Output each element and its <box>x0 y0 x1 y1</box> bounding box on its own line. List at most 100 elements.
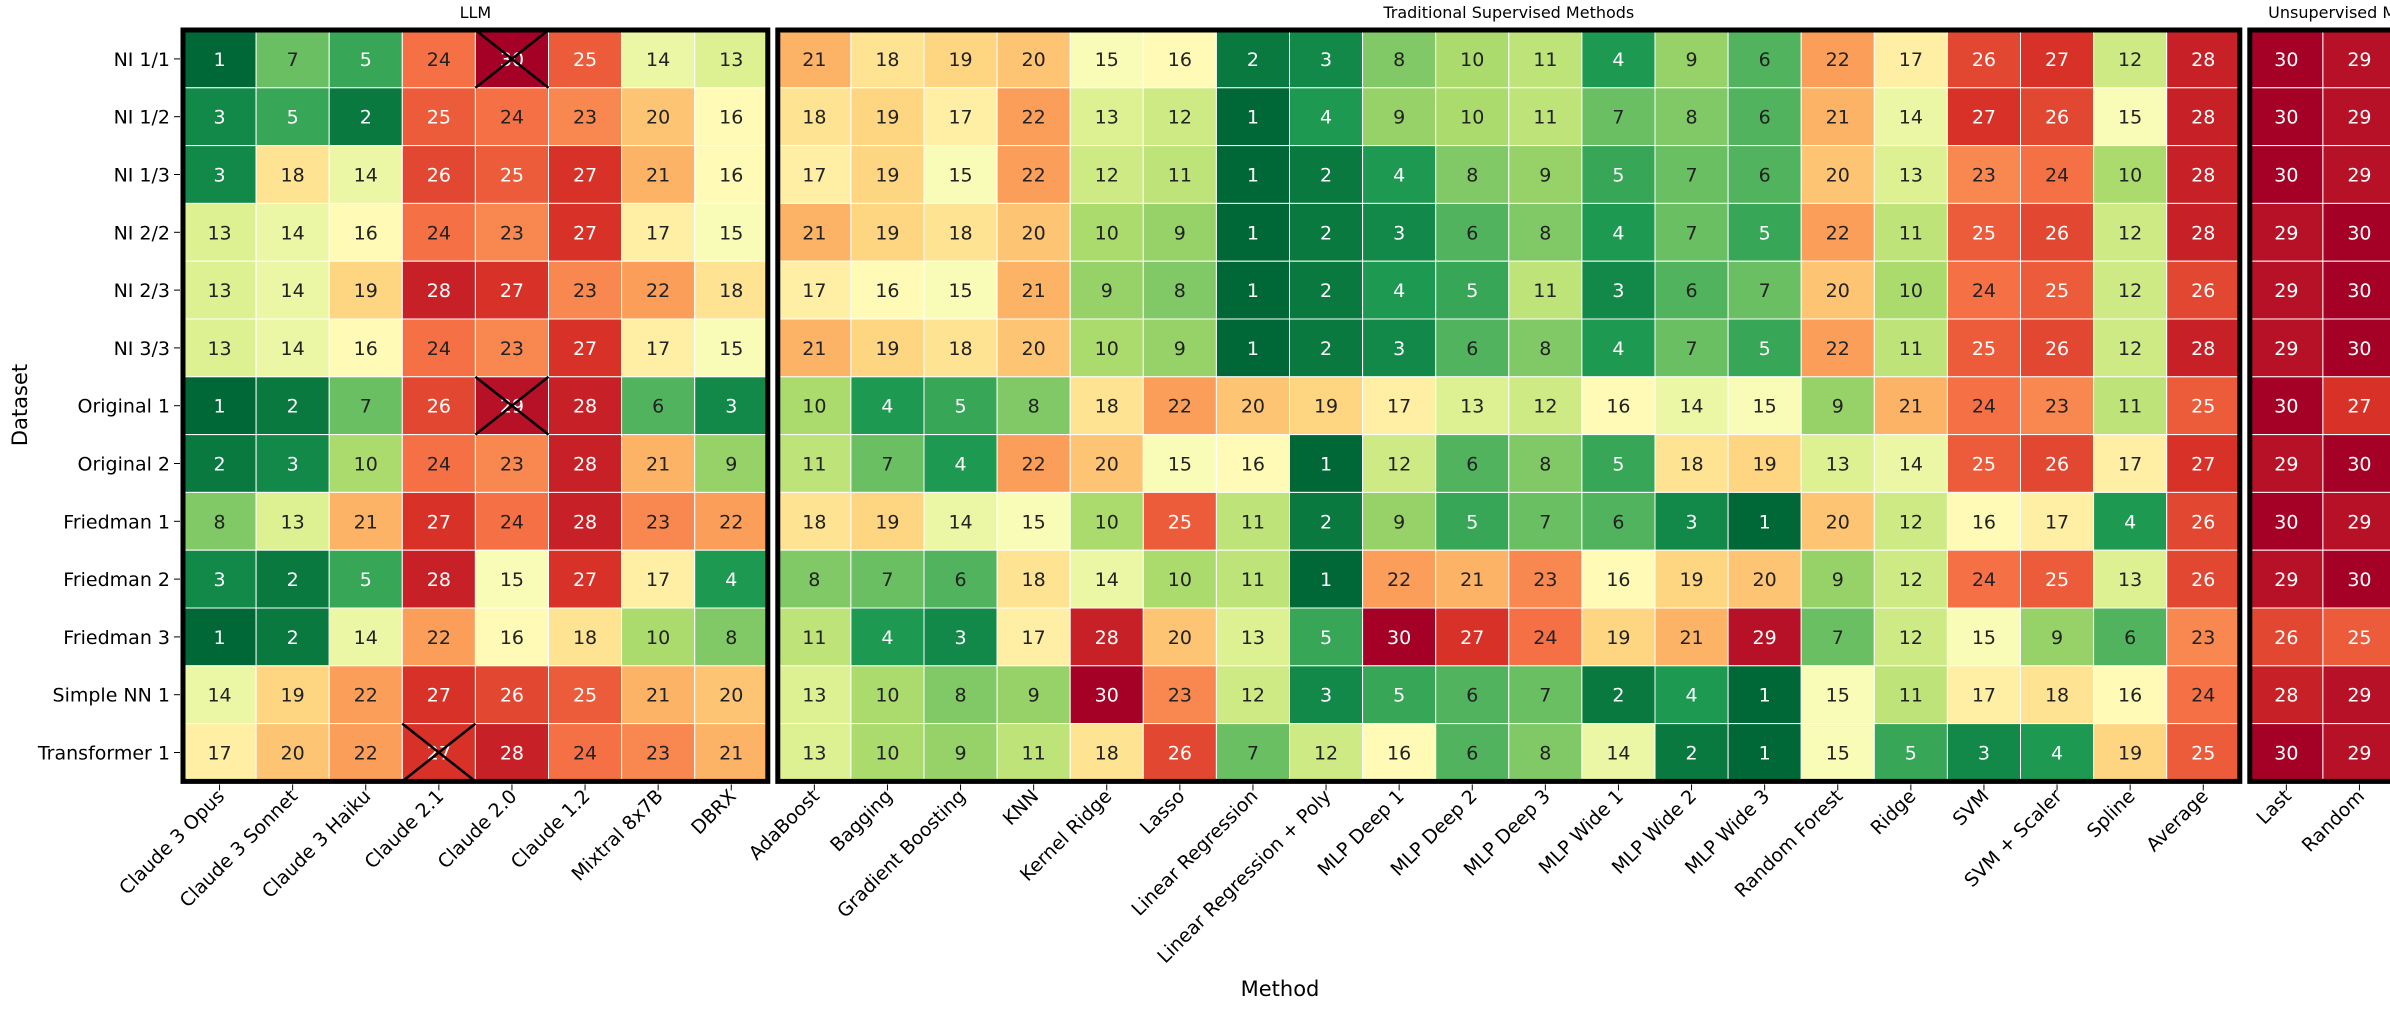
cell-value-label: 24 <box>427 49 451 71</box>
cell-value-label: 4 <box>725 569 737 591</box>
cell-value-label: 29 <box>2347 49 2371 71</box>
cell-value-label: 3 <box>1393 338 1405 360</box>
cell-value-label: 22 <box>1826 338 1850 360</box>
cell-value-label: 24 <box>500 511 524 533</box>
cell-value-label: 18 <box>573 627 597 649</box>
cell-value-label: 7 <box>360 396 372 418</box>
cell-value-label: 28 <box>2191 338 2215 360</box>
heatmap-cell <box>2166 723 2241 782</box>
heatmap-cell <box>1362 145 1437 204</box>
heatmap-cell <box>1654 723 1729 782</box>
cell-value-label: 1 <box>214 396 226 418</box>
cell-value-label: 19 <box>2118 743 2142 765</box>
heatmap-cell <box>1873 491 1948 551</box>
cell-value-label: 25 <box>1168 511 1192 533</box>
heatmap-cell <box>1289 607 1364 667</box>
heatmap-cell <box>328 376 403 436</box>
heatmap-cell <box>1508 549 1583 609</box>
cell-value-label: 30 <box>1387 627 1411 649</box>
y-tick-label: Friedman 1 <box>63 511 170 533</box>
cell-value-label: 23 <box>1168 685 1192 707</box>
group-borders <box>180 27 2390 784</box>
cell-value-label: 4 <box>1612 222 1624 244</box>
heatmap-cell <box>694 434 769 493</box>
cell-value-label: 4 <box>881 627 893 649</box>
group-border <box>2247 27 2390 784</box>
heatmap-cell <box>1727 434 1802 493</box>
heatmap-cell <box>2093 665 2168 725</box>
cell-value-label: 18 <box>2045 685 2069 707</box>
heatmap-cell <box>1873 202 1948 262</box>
heatmap-cell <box>1362 607 1437 667</box>
group-titles: LLM Traditional Supervised Methods Unsuper… <box>460 3 2390 22</box>
x-tick-label: Random <box>2298 785 2369 856</box>
cell-value-label: 1 <box>214 49 226 71</box>
y-axis-label: Dataset <box>8 364 32 446</box>
heatmap-cell <box>474 318 549 378</box>
cell-value-label: 3 <box>1320 685 1332 707</box>
cell-value-label: 22 <box>1022 165 1046 187</box>
cell-value-label: 6 <box>1466 743 1478 765</box>
cell-value-label: 1 <box>1759 685 1771 707</box>
heatmap-cell <box>1581 723 1656 782</box>
heatmap-cell <box>1215 491 1291 551</box>
cell-value-label: 26 <box>1972 49 1996 71</box>
cell-value-label: 25 <box>500 165 524 187</box>
heatmap-cell <box>2166 549 2241 609</box>
heatmap-cell <box>182 87 257 147</box>
heatmap-cell <box>1800 87 1875 147</box>
cell-value-label: 28 <box>2191 49 2215 71</box>
heatmap-cell <box>1142 491 1217 551</box>
cell-value-label: 25 <box>1972 338 1996 360</box>
cell-value-label: 27 <box>1972 107 1996 129</box>
heatmap-cell <box>1873 145 1948 204</box>
heatmap-cell <box>548 491 623 551</box>
cell-value-label: 17 <box>948 107 972 129</box>
cell-value-label: 29 <box>2347 165 2371 187</box>
cell-value-label: 6 <box>1466 222 1478 244</box>
heatmap-cell <box>1142 376 1217 436</box>
heatmap-cell <box>2020 549 2095 609</box>
cell-value-label: 2 <box>1612 685 1624 707</box>
heatmap-cell <box>1435 318 1510 378</box>
cell-value-label: 26 <box>2191 280 2215 302</box>
cell-value-label: 27 <box>1460 627 1484 649</box>
heatmap-cell <box>923 29 998 89</box>
heatmap-cell <box>2093 318 2168 378</box>
cell-value-label: 17 <box>2118 454 2142 476</box>
cell-value-label: 30 <box>2347 569 2371 591</box>
heatmap-cell <box>255 145 330 204</box>
heatmap-cell <box>923 434 998 493</box>
cell-value-label: 21 <box>646 685 670 707</box>
cell-value-label: 11 <box>1899 222 1923 244</box>
cell-value-label: 9 <box>1539 165 1551 187</box>
cell-value-label: 10 <box>1460 49 1484 71</box>
cell-value-label: 10 <box>1095 511 1119 533</box>
heatmap-cell <box>1142 260 1217 320</box>
heatmap-cell <box>2166 607 2241 667</box>
cell-value-label: 27 <box>2191 454 2215 476</box>
cell-value-label: 5 <box>1612 454 1624 476</box>
heatmap-cell <box>2249 29 2324 89</box>
heatmap-cell <box>1435 87 1510 147</box>
cell-value-label: 26 <box>2045 338 2069 360</box>
heatmap-cell <box>2322 607 2390 667</box>
heatmap-cell <box>1800 376 1875 436</box>
heatmap-cell <box>2020 318 2095 378</box>
heatmap-cell <box>1215 87 1291 147</box>
heatmap-cell <box>1435 202 1510 262</box>
heatmap-cell <box>1800 202 1875 262</box>
heatmap-cell <box>548 665 623 725</box>
cell-value-label: 14 <box>207 685 231 707</box>
cell-value-label: 2 <box>1247 49 1259 71</box>
heatmap-cell <box>1873 87 1948 147</box>
cell-value-label: 19 <box>354 280 378 302</box>
cell-value-label: 20 <box>719 685 743 707</box>
cell-value-label: 5 <box>1466 511 1478 533</box>
cell-value-label: 6 <box>1686 280 1698 302</box>
heatmap-cell <box>255 29 330 89</box>
cell-value-label: 16 <box>1606 396 1630 418</box>
cell-value-label: 23 <box>500 338 524 360</box>
heatmap-cell <box>923 723 998 782</box>
heatmap-cell <box>548 549 623 609</box>
